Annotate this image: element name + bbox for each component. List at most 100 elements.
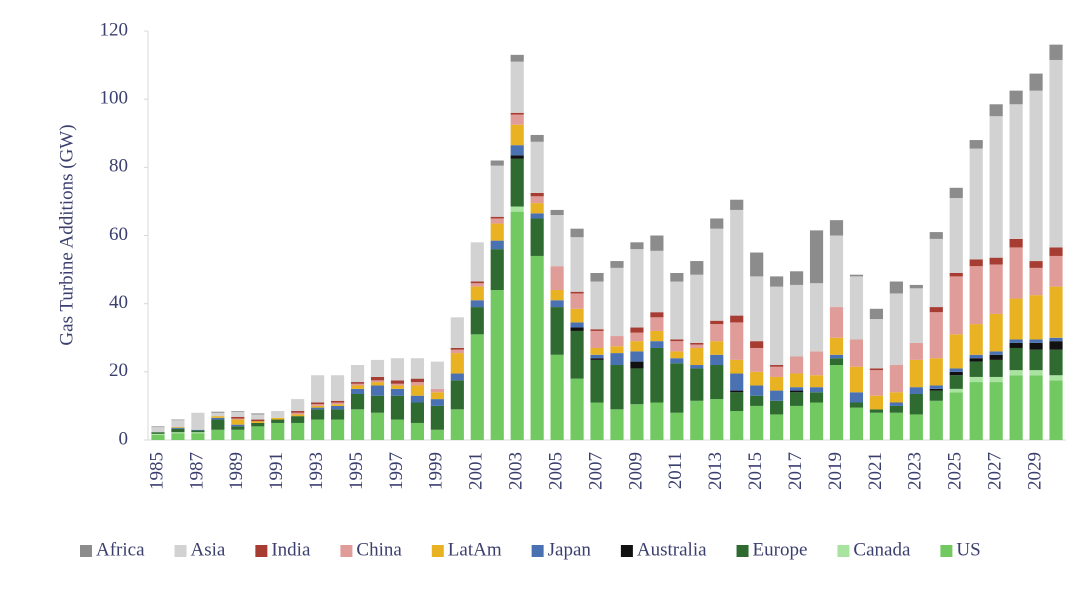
bar-segment [331,404,345,406]
bar-segment [251,422,265,427]
bar-segment [490,240,504,250]
bar-segment [670,363,684,413]
bar-segment [670,351,684,359]
bar-segment [570,330,584,379]
bar-segment [331,375,345,401]
bar-segment [510,206,524,212]
x-tick-label: 1989 [226,452,247,490]
bar-segment [630,361,644,369]
bar-segment [1049,59,1063,248]
bar-segment [1049,44,1063,60]
legend-swatch [736,545,749,557]
bar-segment [949,334,963,369]
bar-segment [430,388,444,393]
bar-segment [929,400,943,440]
bar-segment [790,373,804,388]
x-tick-label: 2003 [506,452,527,490]
bar-segment [570,293,584,309]
bar-segment [171,427,185,429]
bar-segment [211,416,225,418]
x-tick-label: 2023 [905,452,926,490]
bar-segment [989,382,1003,440]
legend-swatch [431,545,444,557]
bar-segment [550,209,564,216]
bar-segment [710,320,724,325]
x-tick-label: 2005 [545,452,566,490]
legend-swatch [80,545,92,557]
bar-segment [251,426,265,440]
bar-segment [350,409,365,440]
y-tick-label: 80 [109,156,128,177]
bar-segment [590,272,604,282]
legend-swatch [255,545,268,557]
bar-segment [291,414,305,417]
x-tick-label: 2021 [865,452,886,490]
bar-segment [809,402,824,440]
bar-segment [251,421,265,423]
bar-segment [1009,375,1023,440]
bar-segment [151,426,165,428]
bar-segment [151,434,165,440]
bar-segment [1009,370,1023,376]
bar-segment [370,395,385,413]
bar-segment [231,419,245,425]
bar-segment [869,395,883,410]
bar-segment [929,358,943,386]
bar-segment [1029,349,1043,371]
legend-swatch [340,545,353,557]
bar-segment [510,54,524,62]
legend-label: Europe [753,539,808,560]
bar-segment [790,390,804,393]
bar-segment [390,388,405,396]
bar-segment [490,216,504,219]
bar-segment [829,220,844,236]
bar-segment [949,388,963,393]
y-tick-label: 0 [119,428,129,449]
bar-segment [510,124,524,146]
bar-segment [530,141,544,193]
bar-segment [989,257,1003,265]
bar-segment [390,380,405,384]
bar-segment [470,286,484,301]
x-tick-label: 1991 [266,452,287,490]
bar-segment [1049,337,1063,342]
bar-segment [191,430,205,433]
bar-segment [171,432,185,434]
bar-segment [590,354,604,359]
bar-segment [570,327,584,331]
bar-segment [949,187,963,199]
bar-segment [490,165,504,217]
bar-segment [829,365,844,440]
bar-segment [311,375,325,403]
bar-segment [630,341,644,352]
y-tick-label: 20 [109,360,128,381]
bar-segment [390,383,405,386]
legend-label: China [356,539,402,560]
bar-segment [730,322,744,360]
bar-segment [630,249,644,328]
legend-label: Japan [548,539,592,560]
bar-segment [770,400,784,415]
bar-segment [350,382,365,384]
bar-segment [490,218,504,224]
bar-segment [989,354,1003,360]
bar-segment [909,342,923,360]
bar-segment [610,353,624,366]
bar-segment [909,284,923,289]
bar-segment [989,104,1003,117]
bar-segment [869,370,883,396]
bar-segment [470,334,484,440]
bar-segment [191,429,205,431]
bar-segment [191,432,205,434]
bar-segment [430,429,444,440]
bar-segment [869,368,883,371]
bar-segment [510,112,524,115]
bar-segment [730,392,744,412]
bar-segment [750,252,764,277]
legend-label: LatAm [448,539,502,560]
bar-segment [271,411,285,418]
bar-segment [570,378,584,440]
bar-segment [909,359,923,388]
bar-segment [710,228,724,321]
bar-segment [331,402,345,405]
